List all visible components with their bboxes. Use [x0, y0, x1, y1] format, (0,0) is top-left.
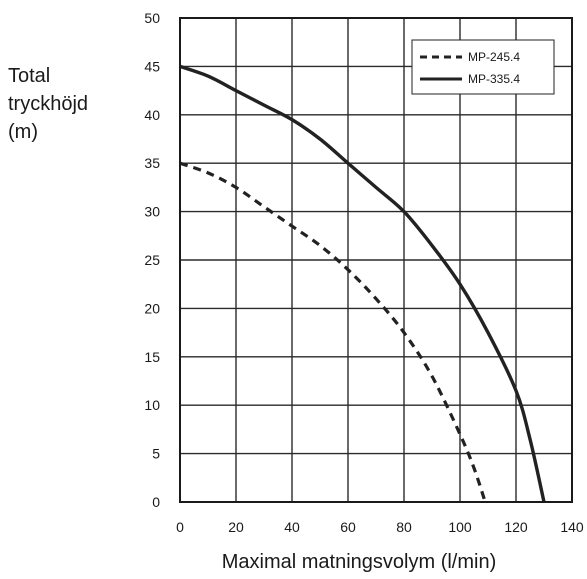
axes: 0 20 40 60 80 100 120 140 0 5 10 15 20 25 30 35 40 45 50 — [144, 10, 583, 535]
y-tick-label-5: 5 — [152, 446, 160, 462]
y-axis-title-line-1: Total — [8, 65, 50, 87]
legend-label-mp-335-4: MP-335.4 — [468, 72, 520, 86]
x-tick-label-40: 40 — [284, 519, 300, 535]
x-tick-label-120: 120 — [504, 519, 528, 535]
y-tick-label-0: 0 — [152, 494, 160, 510]
y-tick-label-20: 20 — [144, 300, 160, 316]
y-tick-label-45: 45 — [144, 58, 160, 74]
legend: MP-245.4 MP-335.4 — [411, 39, 555, 95]
y-axis-title-line-3: (m) — [8, 121, 38, 143]
y-tick-label-30: 30 — [144, 204, 160, 220]
legend-label-mp-245-4: MP-245.4 — [468, 50, 520, 64]
y-tick-label-35: 35 — [144, 155, 160, 171]
x-tick-label-60: 60 — [340, 519, 356, 535]
grid — [179, 17, 573, 503]
legend-box — [411, 39, 555, 95]
plot-frame — [179, 17, 573, 503]
series-lines — [179, 64, 546, 503]
series-line-mp-335-4 — [179, 64, 546, 503]
x-tick-label-20: 20 — [228, 519, 244, 535]
x-tick-label-80: 80 — [396, 519, 412, 535]
y-tick-label-15: 15 — [144, 349, 160, 365]
y-tick-label-25: 25 — [144, 252, 160, 268]
y-tick-label-40: 40 — [144, 107, 160, 123]
x-tick-label-100: 100 — [448, 519, 472, 535]
x-tick-label-140: 140 — [560, 519, 584, 535]
x-tick-label-0: 0 — [176, 519, 184, 535]
y-tick-label-50: 50 — [144, 10, 160, 26]
y-axis-title-line-2: tryckhöjd — [8, 93, 88, 115]
x-axis-title: Maximal matningsvolym (l/min) — [222, 551, 497, 573]
y-tick-label-10: 10 — [144, 397, 160, 413]
series-line-mp-245-4 — [179, 161, 487, 503]
